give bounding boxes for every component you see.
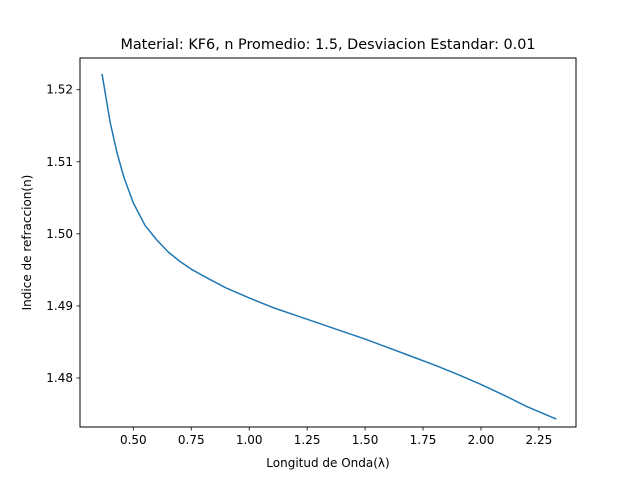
x-axis: 0.50 0.75 1.00 1.25 1.50 1.75 2.00 2.25 bbox=[120, 427, 552, 447]
x-axis-label: Longitud de Onda(λ) bbox=[266, 456, 389, 470]
series-line-0 bbox=[101, 73, 557, 420]
x-tick-label: 0.75 bbox=[178, 433, 205, 447]
chart-title: Material: KF6, n Promedio: 1.5, Desviaci… bbox=[120, 37, 535, 53]
y-tick-label: 1.51 bbox=[46, 155, 73, 169]
x-tick-label: 1.50 bbox=[352, 433, 379, 447]
x-tick-label: 0.50 bbox=[120, 433, 147, 447]
y-axis: 1.48 1.49 1.50 1.51 1.52 bbox=[46, 83, 80, 385]
y-tick-label: 1.50 bbox=[46, 227, 73, 241]
y-tick-label: 1.49 bbox=[46, 299, 73, 313]
plot-layer bbox=[101, 73, 557, 420]
y-tick-label: 1.48 bbox=[46, 371, 73, 385]
x-tick-label: 1.00 bbox=[236, 433, 263, 447]
x-tick-label: 1.75 bbox=[410, 433, 437, 447]
y-axis-label: Indice de refraccion(n) bbox=[20, 175, 34, 311]
y-tick-label: 1.52 bbox=[46, 83, 73, 97]
plot-frame bbox=[79, 57, 577, 428]
x-tick-label: 2.00 bbox=[468, 433, 495, 447]
x-tick-label: 1.25 bbox=[294, 433, 321, 447]
x-tick-label: 2.25 bbox=[526, 433, 553, 447]
